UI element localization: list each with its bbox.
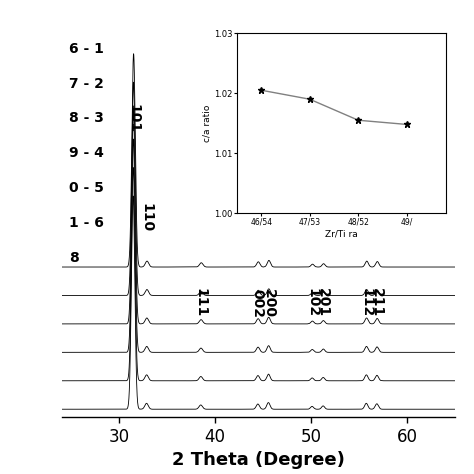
X-axis label: 2 Theta (Degree): 2 Theta (Degree) (172, 451, 345, 469)
Text: 0 - 5: 0 - 5 (69, 181, 104, 195)
Text: 112: 112 (359, 288, 374, 318)
Text: 211: 211 (370, 288, 384, 318)
Y-axis label: c/a ratio: c/a ratio (202, 105, 211, 142)
Text: 8: 8 (69, 251, 79, 264)
Text: 111: 111 (194, 288, 208, 318)
Text: 9 - 4: 9 - 4 (69, 146, 104, 160)
Text: 8 - 3: 8 - 3 (69, 111, 104, 126)
Text: 002: 002 (251, 289, 265, 318)
Text: 201: 201 (316, 289, 330, 318)
Text: 6 - 1: 6 - 1 (69, 42, 104, 56)
X-axis label: Zr/Ti ra: Zr/Ti ra (325, 229, 358, 238)
Text: 102: 102 (305, 289, 319, 318)
Text: 7 - 2: 7 - 2 (69, 77, 104, 91)
Text: 101: 101 (126, 104, 140, 133)
Text: 200: 200 (261, 289, 275, 318)
Text: 1 - 6: 1 - 6 (69, 216, 104, 230)
Text: 110: 110 (139, 203, 154, 232)
